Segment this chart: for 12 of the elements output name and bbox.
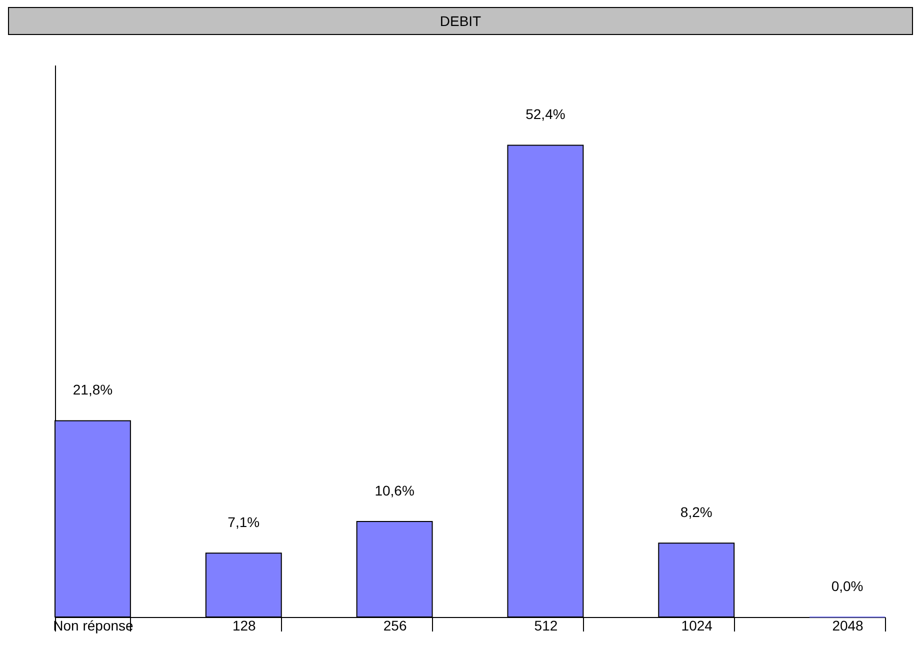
x-tick-label: 1024 — [681, 618, 713, 634]
x-tick-label: 2048 — [832, 618, 864, 634]
x-tick-label: 128 — [232, 618, 256, 634]
data-label: 52,4% — [526, 106, 566, 122]
x-tick-label: 512 — [534, 618, 558, 634]
data-label: 7,1% — [228, 514, 260, 530]
data-label: 8,2% — [680, 504, 712, 520]
chart-title: DEBIT — [8, 7, 913, 35]
data-label: 0,0% — [831, 578, 864, 594]
data-label: 21,8% — [72, 382, 113, 398]
data-label: 10,6% — [374, 482, 414, 499]
x-tick-label: 256 — [383, 618, 407, 634]
